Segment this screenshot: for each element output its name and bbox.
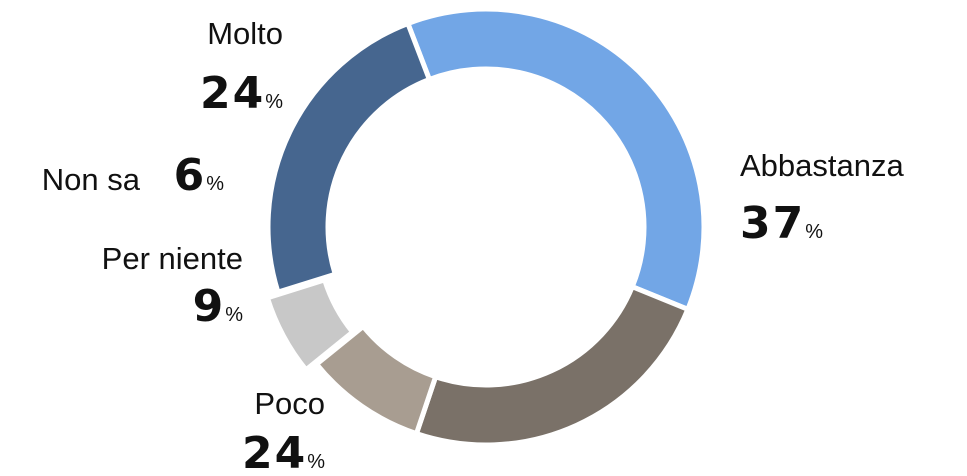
value-number: 6 bbox=[174, 150, 207, 201]
value-label: 9% bbox=[193, 281, 244, 332]
slice-label: Per niente bbox=[102, 241, 243, 276]
value-label: 24% bbox=[200, 68, 283, 119]
value-unit: % bbox=[225, 304, 243, 326]
slice bbox=[404, 6, 707, 313]
value-number: 24 bbox=[242, 428, 307, 476]
value-number: 24 bbox=[200, 68, 265, 119]
value-unit: % bbox=[307, 451, 325, 473]
value-label: 6% bbox=[174, 150, 225, 201]
donut bbox=[264, 6, 707, 448]
value-number: 9 bbox=[193, 281, 226, 332]
slice bbox=[265, 20, 433, 296]
slice-label: Molto bbox=[207, 16, 283, 51]
value-label: 24% bbox=[242, 428, 325, 476]
value-unit: % bbox=[265, 91, 283, 113]
slice-label: Abbastanza bbox=[740, 148, 904, 183]
value-number: 37 bbox=[740, 198, 805, 249]
value-label: 37% bbox=[740, 198, 823, 249]
slice-label: Non sa bbox=[42, 162, 141, 197]
slice bbox=[413, 283, 692, 448]
value-unit: % bbox=[805, 221, 823, 243]
value-unit: % bbox=[206, 173, 224, 195]
slice-label: Poco bbox=[254, 386, 325, 421]
